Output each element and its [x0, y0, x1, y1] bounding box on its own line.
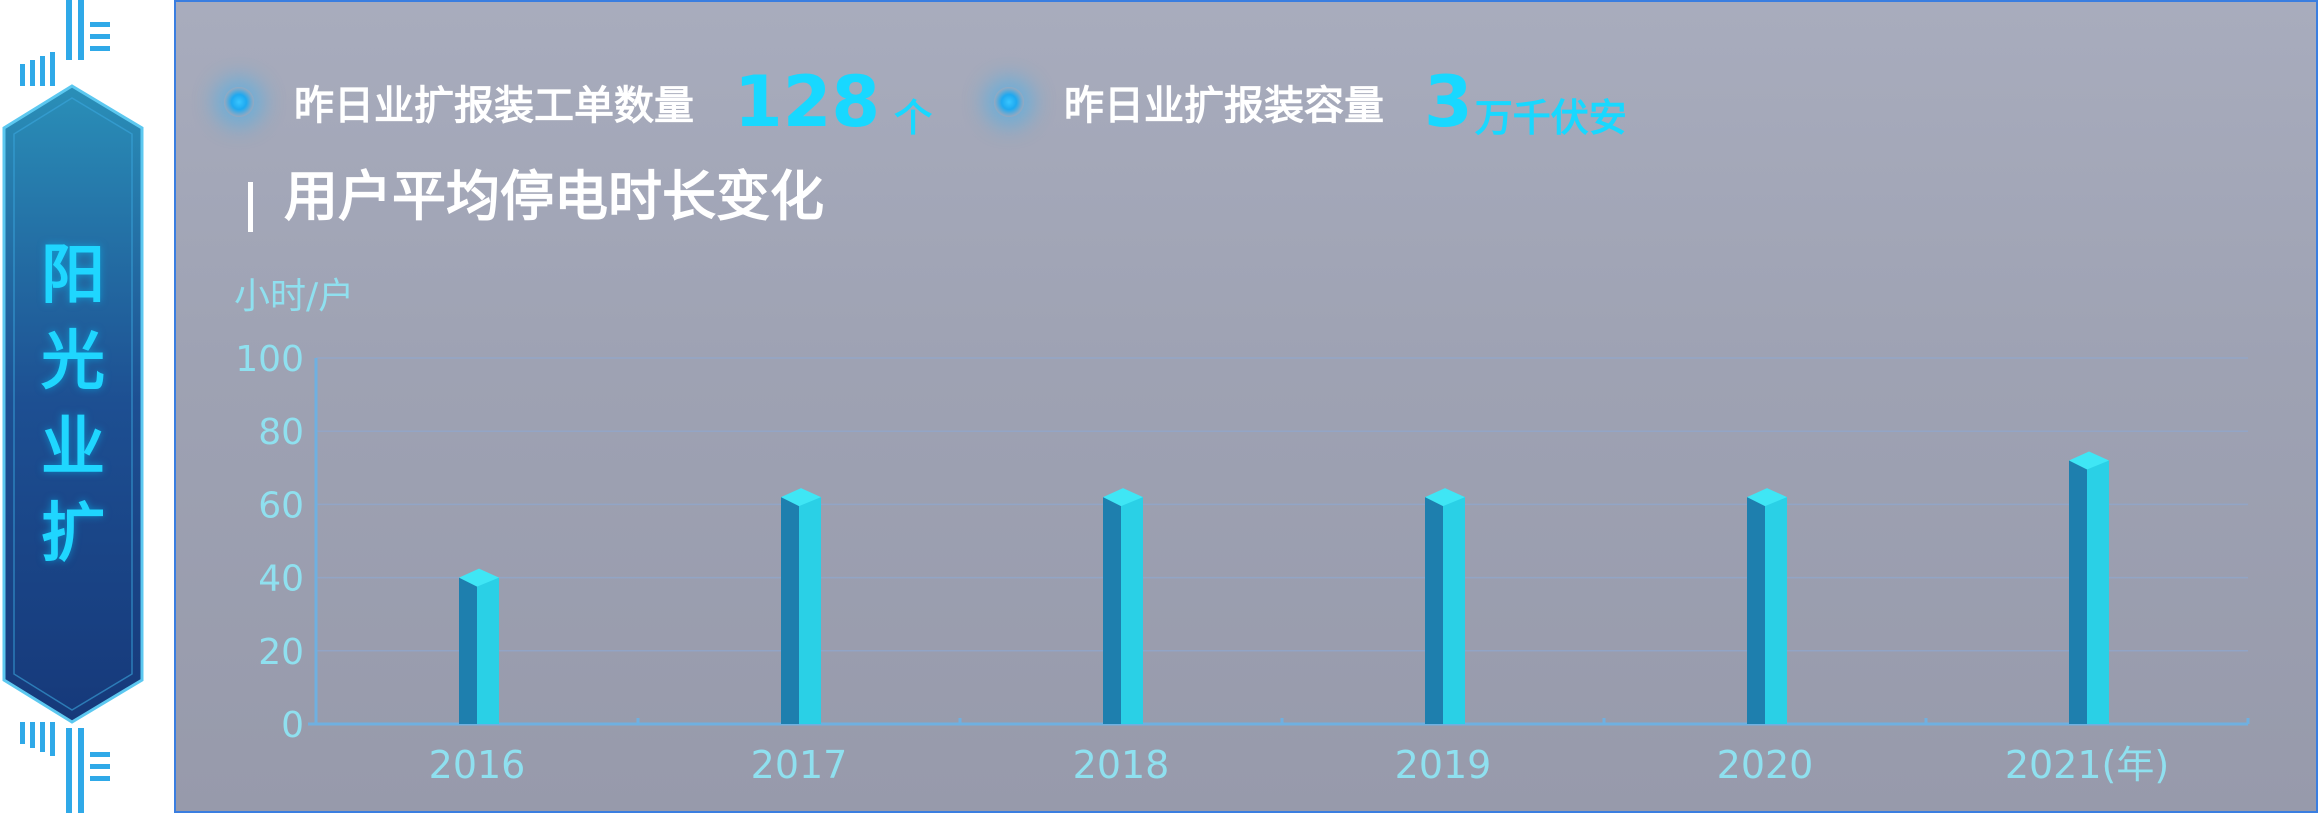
bar-top-cap: [1425, 488, 1465, 507]
x-tick-label: 2019: [1395, 743, 1492, 787]
x-tick-label: 2017: [751, 743, 848, 787]
section-title-text: 用户平均停电时长变化: [284, 165, 824, 228]
bar: [477, 577, 499, 724]
y-axis-label: 小时/户: [234, 276, 354, 317]
side-char: 光: [41, 325, 105, 399]
stat-value: 128: [734, 61, 881, 143]
side-badge-frame: [2, 0, 144, 813]
glow-dot-icon: [994, 87, 1024, 117]
bar-top-cap: [1103, 488, 1143, 507]
bar: [1765, 497, 1787, 724]
y-tick-label: 100: [235, 339, 304, 380]
stat-capacity: 昨日业扩报装容量 3 万千伏安: [994, 62, 1627, 142]
bar-top-cap: [459, 568, 499, 587]
stat-unit: 万千伏安: [1474, 95, 1627, 140]
outage-duration-chart: 小时/户 0 20 40 60 80 100 2016 2017 2018 2019 2020 2021…: [234, 276, 2250, 787]
stat-unit: 个: [894, 95, 933, 140]
x-tick-label: 2020: [1717, 743, 1814, 787]
side-char: 业: [41, 411, 105, 485]
bar: [2087, 460, 2109, 724]
bar-side-face: [1103, 497, 1121, 724]
y-tick-label: 80: [258, 412, 304, 453]
x-tick-label: 2016: [429, 743, 526, 787]
bar: [1443, 497, 1465, 724]
glow-dot-icon: [224, 87, 254, 117]
side-badge-label: 阳 光 业 扩: [8, 90, 138, 720]
side-char: 扩: [41, 497, 105, 571]
x-tick-label: 2018: [1073, 743, 1170, 787]
y-tick-label: 60: [258, 485, 304, 526]
bar-top-cap: [1747, 488, 1787, 507]
side-char: 阳: [41, 239, 105, 313]
bar: [1121, 497, 1143, 724]
main-panel: 昨日业扩报装工单数量 128 个 昨日业扩报装容量 3 万千伏安 用户平均停电时…: [174, 0, 2318, 813]
y-tick-label: 40: [258, 559, 304, 600]
x-tick-label: 2021(年): [2005, 743, 2169, 787]
bar-side-face: [2069, 460, 2087, 724]
bar: [799, 497, 821, 724]
bar-side-face: [781, 497, 799, 724]
side-badge: 阳 光 业 扩: [0, 0, 160, 813]
stat-value: 3: [1424, 61, 1473, 143]
y-tick-label: 0: [281, 705, 304, 746]
stat-work-orders: 昨日业扩报装工单数量 128 个: [224, 62, 932, 142]
stat-label: 昨日业扩报装容量: [1064, 83, 1384, 129]
bar-side-face: [459, 577, 477, 724]
bar-top-cap: [781, 488, 821, 507]
bar-top-cap: [2069, 451, 2109, 470]
section-title: 用户平均停电时长变化: [246, 170, 824, 224]
y-tick-label: 20: [258, 632, 304, 673]
stat-label: 昨日业扩报装工单数量: [294, 83, 694, 129]
section-title-marker: [248, 182, 253, 232]
bar-side-face: [1747, 497, 1765, 724]
bar-side-face: [1425, 497, 1443, 724]
